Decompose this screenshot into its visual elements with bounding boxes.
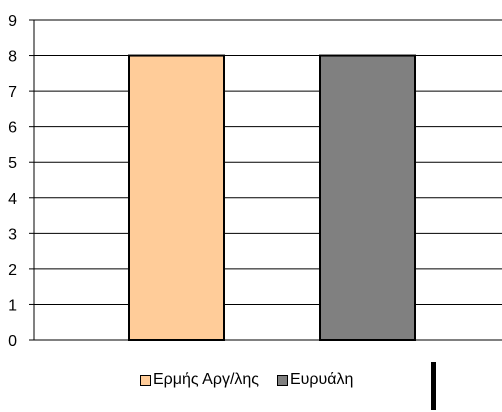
y-tick-label-9: 9 <box>8 13 17 30</box>
legend-label-series-2: Ευρυάλη <box>290 371 354 388</box>
y-tick-label-3: 3 <box>8 226 17 243</box>
legend-swatch-series-1 <box>140 374 151 386</box>
y-tick-label-8: 8 <box>8 49 17 66</box>
bar-series-2 <box>319 54 416 342</box>
axes <box>29 19 502 341</box>
y-tick-label-6: 6 <box>8 120 17 137</box>
y-tick-label-1: 1 <box>8 297 17 314</box>
legend-label-series-1: Ερμής Αργ/λης <box>153 371 259 388</box>
y-tick-label-0: 0 <box>8 333 17 350</box>
legend-item-series-1: Ερμής Αργ/λης <box>140 371 259 389</box>
legend: Ερμής Αργ/λης Ευρυάλη <box>140 371 371 389</box>
legend-marker-bar <box>431 362 436 410</box>
gridlines <box>34 19 502 305</box>
y-tick-label-4: 4 <box>8 191 17 208</box>
bars <box>128 54 416 342</box>
bar-series-1 <box>128 54 225 342</box>
legend-item-series-2: Ευρυάλη <box>277 371 353 389</box>
y-tick-label-7: 7 <box>8 84 17 101</box>
legend-swatch-series-2 <box>277 374 288 386</box>
y-tick-label-2: 2 <box>8 262 17 279</box>
y-tick-label-5: 5 <box>8 155 17 172</box>
y-tick-labels: 0 1 2 3 4 5 6 7 8 9 <box>8 13 17 350</box>
